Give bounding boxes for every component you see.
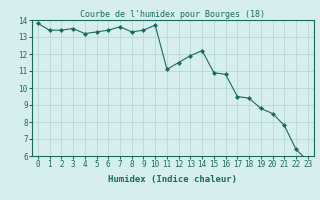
Title: Courbe de l'humidex pour Bourges (18): Courbe de l'humidex pour Bourges (18) bbox=[80, 10, 265, 19]
X-axis label: Humidex (Indice chaleur): Humidex (Indice chaleur) bbox=[108, 175, 237, 184]
